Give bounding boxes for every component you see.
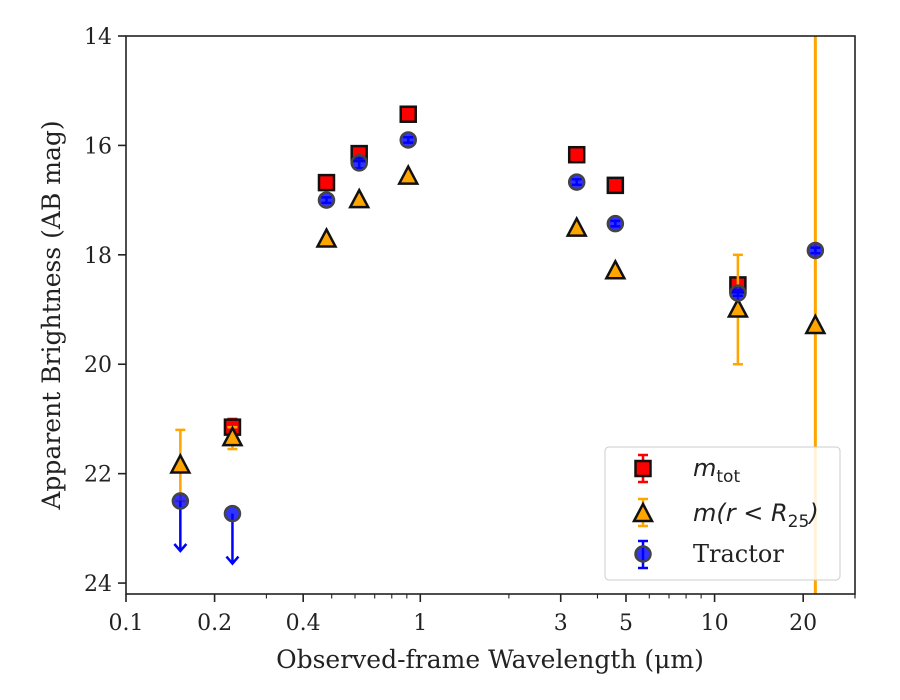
series-circle	[171, 131, 825, 566]
data-point-circle	[399, 131, 417, 149]
y-axis-title: Apparent Brightness (AB mag)	[37, 120, 66, 510]
legend-mr25-post: )	[807, 499, 818, 527]
data-point-circle	[350, 154, 368, 172]
data-point-square	[399, 105, 417, 123]
data-point-circle	[729, 284, 747, 302]
legend-marker-mtot	[634, 453, 652, 484]
y-tick-label: 16	[84, 134, 112, 159]
legend-label-mtot: mtot	[693, 454, 740, 487]
legend-label-tractor: Tractor	[693, 540, 784, 568]
y-tick-label: 18	[84, 244, 112, 269]
data-point-circle	[806, 241, 825, 260]
y-tick-label: 20	[84, 353, 112, 378]
legend-box	[604, 446, 841, 581]
data-point-square	[606, 176, 625, 195]
data-point-triangle	[565, 215, 588, 237]
axis-ticks: 0.1 0.2 0.4 1 3 5 10 20 14 16 18 20 22 24	[84, 25, 856, 636]
data-point-triangle	[169, 452, 192, 474]
legend-mr25-pre: (r < R	[716, 499, 787, 527]
data-point-triangle	[804, 313, 827, 335]
data-point-triangle	[221, 425, 244, 447]
legend-mr25-sub: 25	[788, 512, 810, 532]
data-point-circle	[606, 214, 625, 233]
legend-mtot-sub: tot	[716, 467, 740, 487]
upper-limit-arrow	[225, 555, 240, 566]
x-tick-label: 3	[554, 611, 568, 636]
x-axis-title: Observed-frame Wavelength (μm)	[276, 645, 704, 674]
x-tick-label: 1	[413, 611, 427, 636]
plot-frame	[125, 35, 856, 595]
y-tick-label: 22	[84, 463, 112, 488]
data-point-triangle	[604, 258, 627, 280]
legend-marker-tractor	[634, 539, 652, 570]
data-point-circle	[567, 173, 586, 191]
y-tick-label: 14	[84, 25, 112, 50]
data-point-triangle	[315, 226, 338, 248]
data-point-circle	[317, 191, 336, 209]
data-point-triangle	[397, 163, 420, 185]
legend: mtot m(r < R25) Tractor	[604, 446, 841, 581]
x-tick-label: 10	[701, 611, 729, 636]
chart-marks	[169, 36, 827, 594]
data-point-circle	[223, 504, 242, 523]
x-tick-label: 5	[619, 611, 633, 636]
data-point-triangle	[726, 296, 749, 318]
data-point-circle	[171, 492, 190, 510]
x-tick-label: 0.1	[109, 611, 144, 636]
data-point-square	[567, 145, 586, 164]
series-square	[223, 105, 747, 437]
data-point-triangle	[348, 187, 371, 209]
y-tick-label: 24	[84, 572, 112, 597]
legend-label-mr25: m(r < R25)	[693, 499, 819, 532]
upper-limit-arrow	[173, 543, 188, 553]
legend-mtot-symbol: m	[693, 454, 716, 482]
x-tick-label: 0.2	[197, 611, 232, 636]
legend-marker-mr25	[631, 497, 655, 528]
x-tick-label: 0.4	[286, 611, 321, 636]
legend-mr25-symbol: m	[693, 499, 716, 527]
x-tick-label: 20	[789, 611, 817, 636]
data-point-square	[317, 173, 336, 192]
